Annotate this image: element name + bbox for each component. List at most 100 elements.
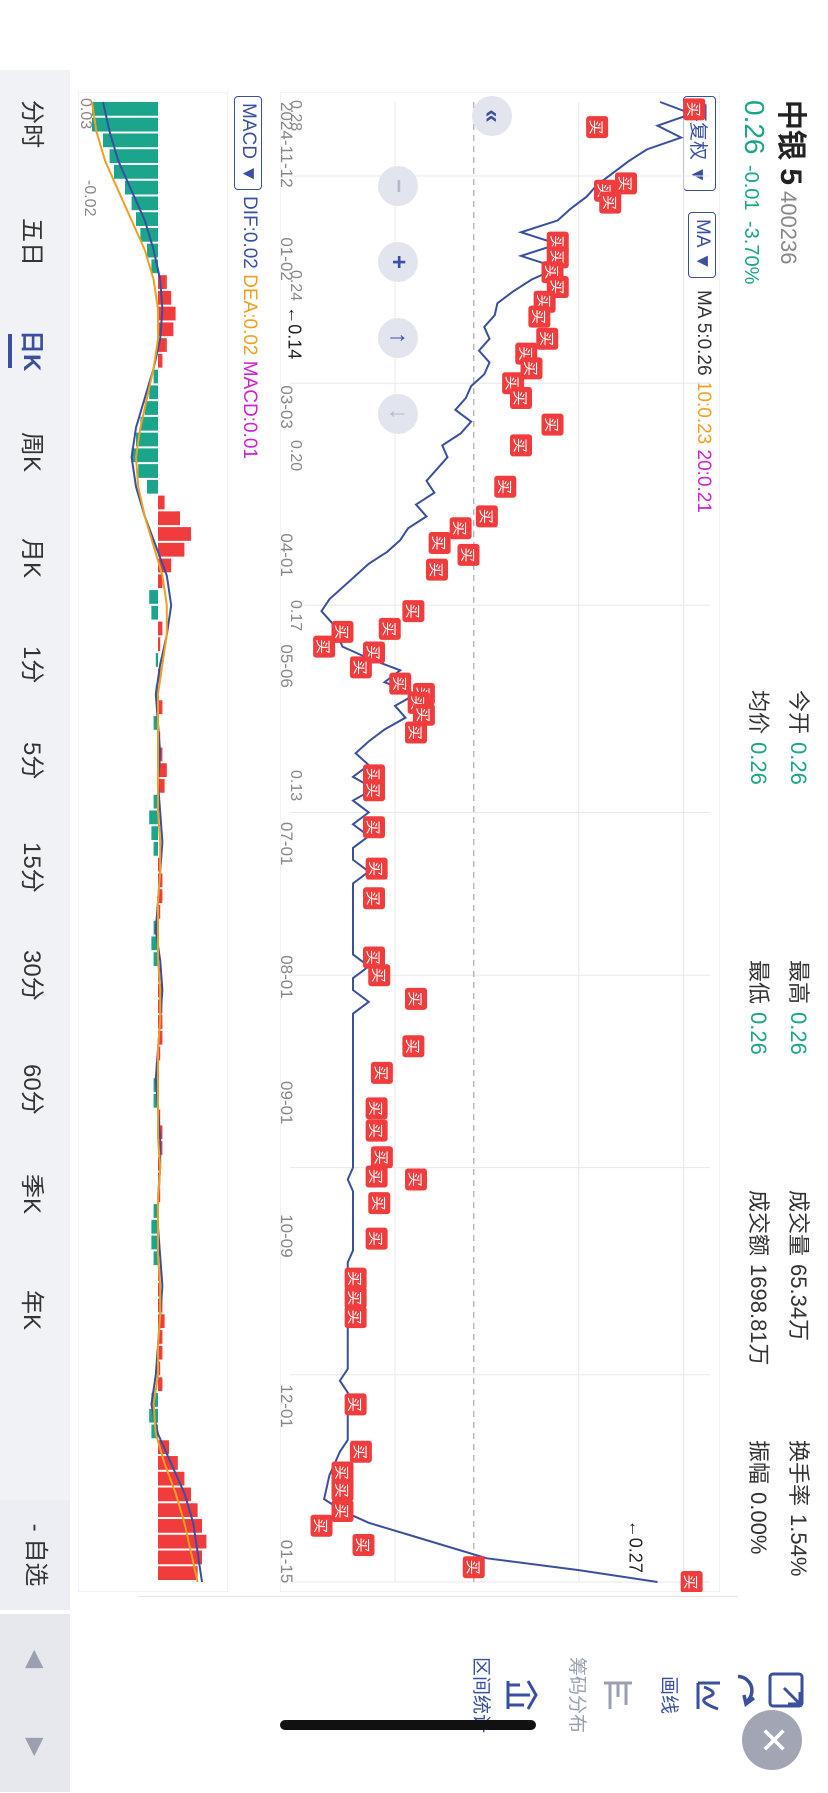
stat-label: 最低 <box>746 960 771 1005</box>
minus-icon: − <box>385 178 412 193</box>
macd-bar <box>140 416 158 431</box>
buy-marker-label: 买 <box>459 547 477 562</box>
range-stats-icon <box>506 1680 538 1710</box>
date-tick: 03-03 <box>277 385 296 429</box>
buy-marker: 买 <box>365 1097 388 1120</box>
chip-distribution-button[interactable]: 筹码分布 <box>565 1597 638 1793</box>
buy-marker: 买 <box>370 1061 393 1084</box>
buy-marker-label: 买 <box>548 279 566 294</box>
buy-marker-box <box>402 600 425 623</box>
macd-bar <box>136 212 158 226</box>
buy-marker-label: 买 <box>403 1039 421 1054</box>
buy-marker-box <box>370 1061 393 1084</box>
buy-marker-label: 买 <box>333 1483 351 1498</box>
tab-2[interactable]: 日K <box>18 330 45 372</box>
price-change-pct: -3.70% <box>740 221 762 285</box>
stat-value: 0.26 <box>746 1012 771 1055</box>
buy-marker-box <box>510 387 532 409</box>
buy-marker-label: 买 <box>354 1537 372 1552</box>
macd-bar <box>92 102 158 116</box>
stock-name: 中银 5 400236 <box>772 100 816 264</box>
buy-marker-box <box>389 672 412 695</box>
buy-marker-box <box>475 505 498 528</box>
range-stats-button[interactable]: 区间统计 <box>469 1597 542 1793</box>
kline-chart[interactable]: 买买买买买买买买买买买买买买买买买买买买买买买买买买买买买买买买买买买买买买买买… <box>280 92 720 1592</box>
tab-5[interactable]: 1分 <box>18 646 45 684</box>
price-tick: 0.17 <box>287 600 304 632</box>
stock-name-text: 中银 5 <box>774 100 807 186</box>
buy-marker-label: 买 <box>548 235 566 250</box>
tab-6[interactable]: 5分 <box>18 742 45 780</box>
buy-marker-label: 买 <box>684 102 702 117</box>
macd-bar <box>157 637 161 652</box>
triangle-left-icon: ◀ <box>22 1649 49 1669</box>
prev-stock-button[interactable]: ◀ <box>0 1614 70 1704</box>
zoom-in-button[interactable]: + <box>378 242 418 282</box>
next-stock-button[interactable]: ▶ <box>0 1702 70 1792</box>
stat-volume: 成交量 65.34万 <box>784 1190 816 1341</box>
buy-marker: 买 <box>389 672 412 695</box>
macd-bar <box>158 511 180 526</box>
buy-marker: 买 <box>363 779 385 802</box>
macd-value: MACD:0.01 <box>239 360 260 459</box>
buy-marker-label: 买 <box>600 195 618 210</box>
zoom-out-button[interactable]: − <box>378 166 418 206</box>
buy-marker-box <box>405 987 427 1010</box>
buy-marker: 买 <box>510 434 532 457</box>
buy-marker-box <box>363 887 385 910</box>
tab-9[interactable]: 60分 <box>18 1064 45 1115</box>
buy-marker-box <box>541 413 564 436</box>
tab-0[interactable]: 分时 <box>18 100 45 148</box>
buy-marker-box <box>494 475 517 498</box>
buy-marker-label: 买 <box>451 521 469 536</box>
tab-3[interactable]: 周K <box>18 432 45 473</box>
draw-line-button[interactable]: 画线 <box>657 1597 730 1793</box>
buy-marker: 买 <box>457 543 480 566</box>
collapse-left-button[interactable]: « <box>472 96 512 136</box>
buy-marker-label: 买 <box>406 991 424 1006</box>
macd-bar <box>147 479 158 494</box>
macd-bar <box>92 117 158 132</box>
buy-marker-box <box>344 1393 367 1416</box>
price-change: -0.01 <box>740 164 762 211</box>
buy-marker-label: 买 <box>312 1518 330 1533</box>
buy-marker-box <box>365 1097 388 1120</box>
price-row: 0.26 -0.01 -3.70% <box>738 100 770 284</box>
buy-marker-label: 买 <box>543 417 561 432</box>
buy-marker-label: 买 <box>682 1574 700 1589</box>
buy-marker: 买 <box>365 1227 388 1250</box>
buy-marker: 买 <box>449 517 472 540</box>
buy-marker-label: 买 <box>587 120 605 135</box>
scroll-down-button[interactable]: ↓ <box>378 394 418 434</box>
buy-marker-box <box>405 1168 427 1191</box>
buy-marker-label: 买 <box>511 390 529 405</box>
scroll-up-button[interactable]: ↑ <box>378 318 418 358</box>
tab-8[interactable]: 30分 <box>18 950 45 1001</box>
macd-select[interactable]: MACD ▼ <box>234 96 262 191</box>
expand-icon[interactable] <box>764 1668 808 1712</box>
dif-line <box>102 101 203 1583</box>
buy-marker-label: 买 <box>464 1560 482 1575</box>
tab-4[interactable]: 月K <box>18 538 45 579</box>
tab-1[interactable]: 五日 <box>18 218 45 266</box>
home-indicator <box>280 1720 536 1730</box>
stat-value: 0.00% <box>746 1492 771 1555</box>
close-icon: ✕ <box>753 1724 794 1756</box>
current-price: 0.26 <box>739 100 770 155</box>
buy-marker-box <box>365 1227 388 1250</box>
macd-bar <box>149 590 158 604</box>
buy-marker-label: 买 <box>427 562 445 577</box>
buy-marker: 买 <box>683 98 706 121</box>
tab-7[interactable]: 15分 <box>18 842 45 893</box>
buy-marker: 买 <box>344 1393 367 1416</box>
macd-bar <box>153 1251 158 1266</box>
buy-marker-box <box>349 656 372 679</box>
close-button[interactable]: ✕ <box>742 1710 802 1770</box>
buy-marker-label: 买 <box>364 820 382 835</box>
add-watchlist-button[interactable]: - 自选 <box>0 1500 70 1610</box>
buy-marker: 买 <box>378 617 401 640</box>
tab-11[interactable]: 年K <box>18 1290 45 1331</box>
stat-value: 65.34万 <box>786 1264 811 1342</box>
tab-10[interactable]: 季K <box>18 1174 45 1215</box>
